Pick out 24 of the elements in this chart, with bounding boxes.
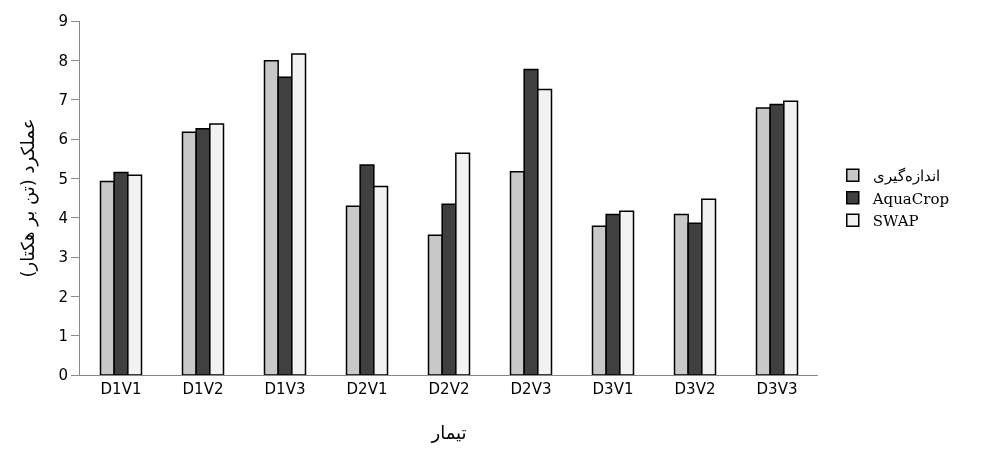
x-tick-label: D1V3 bbox=[264, 380, 306, 398]
x-tick-label: D1V1 bbox=[100, 380, 142, 398]
legend-label: اندازه‌گیری bbox=[872, 167, 940, 186]
x-tick-label: D2V1 bbox=[346, 380, 388, 398]
y-tick-label: 9 bbox=[58, 12, 68, 31]
x-tick-label: D3V2 bbox=[674, 380, 716, 398]
y-tick-label: 0 bbox=[58, 366, 68, 385]
x-tick-label: D3V1 bbox=[592, 380, 634, 398]
y-tick-label: 8 bbox=[58, 51, 68, 70]
y-tick-label: 6 bbox=[58, 130, 68, 149]
y-tick-label: 5 bbox=[58, 169, 68, 188]
x-axis-title: تیمار bbox=[430, 422, 467, 443]
y-tick-label: 2 bbox=[58, 287, 68, 306]
y-tick-label: 7 bbox=[58, 90, 68, 109]
legend-label: AquaCrop bbox=[871, 189, 950, 208]
x-tick-label: D2V3 bbox=[510, 380, 552, 398]
y-tick-label: 4 bbox=[58, 208, 68, 227]
y-tick-label: 1 bbox=[58, 326, 68, 345]
legend-label: SWAP bbox=[872, 212, 919, 231]
y-axis-title: عملکرد (تن بر هکتار) bbox=[17, 118, 39, 278]
x-tick-label: D3V3 bbox=[756, 380, 798, 398]
x-tick-label: D2V2 bbox=[428, 380, 470, 398]
y-tick-label: 3 bbox=[58, 248, 68, 267]
x-tick-label: D1V2 bbox=[182, 380, 224, 398]
